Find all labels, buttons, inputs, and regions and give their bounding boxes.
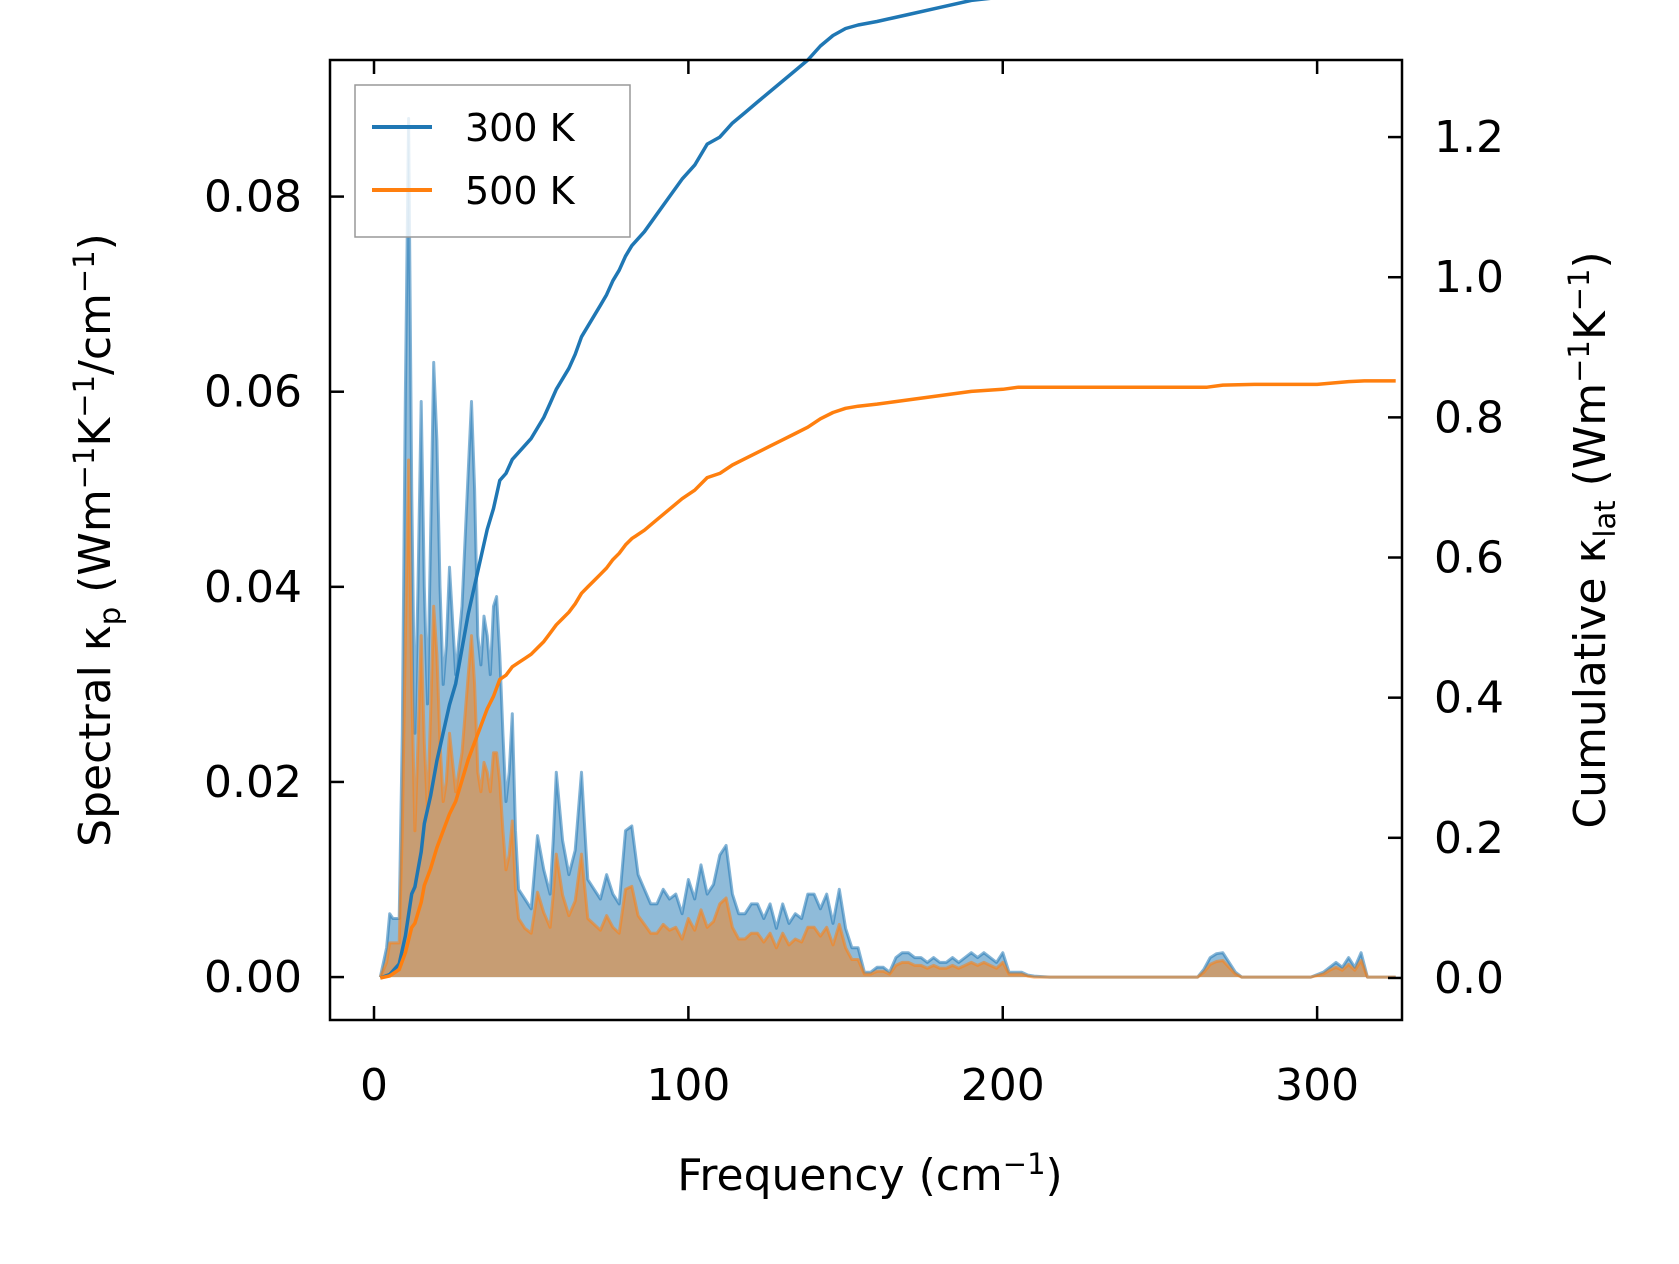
- x-tick-label: 300: [1275, 1060, 1359, 1111]
- x-tick-label: 0: [360, 1060, 388, 1111]
- y-left-title-unit-a: (Wm: [70, 489, 121, 607]
- y-left-title-unit-c: /cm: [70, 293, 121, 375]
- y-right-title-end: ): [1565, 251, 1616, 268]
- y-left-tick-label: 0.04: [204, 562, 302, 613]
- axes-frame: [328, 58, 1404, 1022]
- legend-box: [354, 84, 631, 238]
- cumulative-line-300k: [379, 0, 991, 980]
- y-right-axis-title: Cumulative κlat (Wm−1K−1): [1562, 251, 1622, 828]
- y-left-title-sup-b: −1: [67, 375, 101, 418]
- tick-layer: 0 100 200 300 0.00 0.02 0.04 0.06 0.08 0.0 0.2 0.4 0…: [204, 60, 1504, 1111]
- y-left-title-sup-c: −1: [67, 250, 101, 293]
- y-right-tick-label: 1.2: [1434, 112, 1504, 163]
- y-right-tick-label: 0.8: [1434, 392, 1504, 443]
- y-left-tick-label: 0.00: [204, 952, 302, 1003]
- y-right-tick-label: 1.0: [1434, 252, 1504, 303]
- y-right-title-sup-a: −1: [1562, 340, 1596, 383]
- series-layer: [378, 0, 1396, 980]
- y-left-title-end: ): [70, 233, 121, 250]
- y-right-title-unit-b: K: [1565, 310, 1616, 340]
- y-right-title-sup-b: −1: [1562, 269, 1596, 312]
- y-left-tick-label: 0.02: [204, 757, 302, 808]
- x-tick-label: 100: [646, 1060, 730, 1111]
- y-right-title-unit-a: (Wm: [1565, 383, 1616, 501]
- cumulative-line-500k: [379, 379, 1396, 980]
- y-right-tick-label: 0.6: [1434, 533, 1504, 584]
- y-right-tick-label: 0.0: [1434, 953, 1504, 1004]
- legend-label-500k: 500 K: [465, 169, 576, 213]
- y-right-tick-label: 0.4: [1434, 673, 1504, 724]
- x-axis-title: Frequency (cm−1): [677, 1147, 1062, 1201]
- spectral-line-500k: [378, 458, 1396, 979]
- spectral-area-500k: [380, 460, 1396, 978]
- legend: 300 K 500 K: [354, 84, 631, 238]
- legend-label-300k: 300 K: [465, 106, 576, 150]
- x-axis-title-text: Frequency (cm: [677, 1150, 1003, 1201]
- y-left-title-prefix: Spectral κ: [70, 625, 121, 847]
- y-left-tick-label: 0.06: [204, 367, 302, 418]
- y-left-title-sub: p: [93, 607, 127, 625]
- y-left-title-unit-b: K: [70, 417, 121, 447]
- y-right-title-prefix: Cumulative κ: [1565, 538, 1616, 829]
- y-right-tick-label: 0.2: [1434, 813, 1504, 864]
- y-left-axis-title: Spectral κp (Wm−1K−1/cm−1): [67, 233, 127, 847]
- y-left-tick-label: 0.08: [204, 172, 302, 223]
- x-tick-label: 200: [961, 1060, 1045, 1111]
- x-axis-title-end: ): [1046, 1150, 1063, 1201]
- y-left-title-sup-a: −1: [67, 447, 101, 490]
- x-axis-title-sup: −1: [1003, 1147, 1046, 1181]
- y-right-title-sub: lat: [1588, 500, 1622, 537]
